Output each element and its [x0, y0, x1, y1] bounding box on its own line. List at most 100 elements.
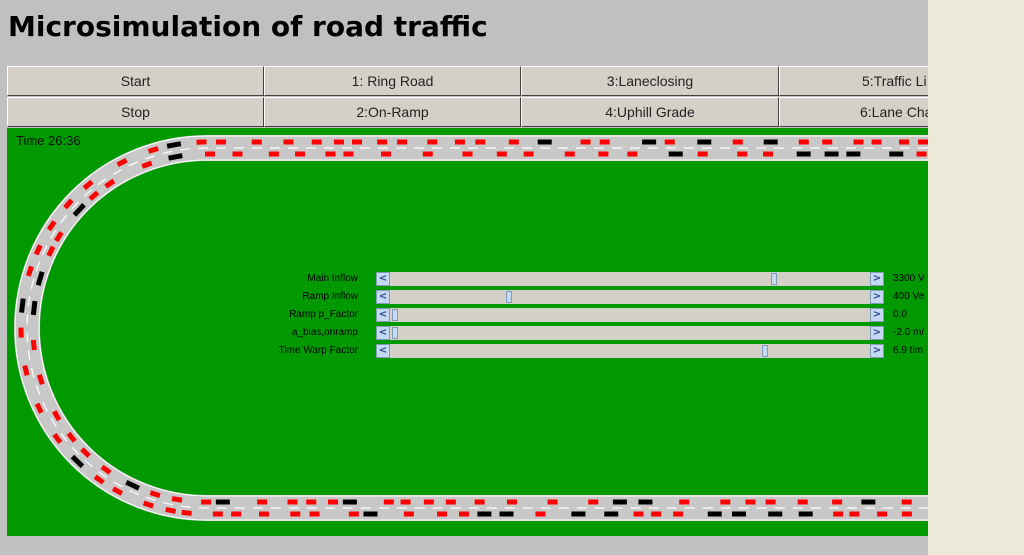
- main-inflow-label: Main Inflow: [307, 273, 358, 284]
- truck: [215, 499, 230, 505]
- chevron-right-icon[interactable]: >: [870, 344, 884, 358]
- car: [798, 139, 809, 145]
- slider-thumb[interactable]: [771, 273, 778, 285]
- car: [580, 139, 591, 145]
- chevron-right-icon[interactable]: >: [870, 290, 884, 304]
- car: [18, 327, 24, 338]
- chevron-right-icon[interactable]: >: [870, 326, 884, 340]
- car: [535, 511, 546, 517]
- laneclosing-button[interactable]: 3:Laneclosing: [521, 66, 779, 96]
- slider-thumb[interactable]: [505, 291, 512, 303]
- car: [462, 151, 473, 157]
- chevron-right-icon[interactable]: >: [870, 272, 884, 286]
- car: [833, 511, 844, 517]
- road-edge-outer: [14, 135, 928, 521]
- car: [459, 511, 470, 517]
- car: [165, 506, 177, 514]
- car: [475, 139, 486, 145]
- car: [679, 499, 690, 505]
- start-button[interactable]: Start: [7, 66, 264, 96]
- main-inflow-value: 3300 V: [893, 273, 925, 284]
- ramp-p-factor-slider[interactable]: < >: [376, 308, 884, 322]
- car: [212, 511, 223, 517]
- car: [216, 139, 227, 145]
- on-ramp-button[interactable]: 2:On-Ramp: [264, 97, 521, 127]
- lane-change-button[interactable]: 6:Lane Cha: [779, 97, 928, 127]
- ramp-inflow-slider[interactable]: < >: [376, 290, 884, 304]
- chevron-left-icon[interactable]: <: [376, 290, 390, 304]
- car: [325, 151, 336, 157]
- car: [496, 151, 507, 157]
- truck: [638, 499, 653, 505]
- main-inflow-slider[interactable]: < >: [376, 272, 884, 286]
- vehicles-layer: [18, 139, 928, 517]
- car: [763, 151, 774, 157]
- car: [82, 179, 94, 191]
- car: [445, 499, 456, 505]
- truck: [768, 511, 783, 517]
- car: [598, 151, 609, 157]
- a-bias-onramp-label: a_bias,onramp: [291, 327, 358, 338]
- ramp-inflow-label: Ramp Inflow: [302, 291, 358, 302]
- car: [30, 339, 37, 351]
- slider-thumb[interactable]: [761, 345, 768, 357]
- car: [88, 190, 100, 201]
- car: [196, 139, 207, 145]
- car: [311, 139, 322, 145]
- truck: [125, 480, 140, 491]
- truck: [642, 139, 657, 145]
- truck: [363, 511, 378, 517]
- ring-road-button[interactable]: 1: Ring Road: [264, 66, 521, 96]
- chevron-left-icon[interactable]: <: [376, 326, 390, 340]
- time-warp-factor-slider[interactable]: < >: [376, 344, 884, 358]
- car: [66, 431, 77, 443]
- chevron-left-icon[interactable]: <: [376, 344, 390, 358]
- ramp-p-factor-label: Ramp p_Factor: [289, 309, 358, 320]
- car: [381, 151, 392, 157]
- slider-thumb[interactable]: [392, 309, 398, 321]
- car: [720, 499, 731, 505]
- car: [853, 139, 864, 145]
- car: [822, 139, 833, 145]
- truck: [798, 511, 813, 517]
- truck: [571, 511, 586, 517]
- lane-marking: [26, 147, 928, 509]
- car: [351, 139, 362, 145]
- chevron-left-icon[interactable]: <: [376, 272, 390, 286]
- car: [651, 511, 662, 517]
- car: [36, 373, 45, 386]
- car: [899, 139, 910, 145]
- stop-button[interactable]: Stop: [7, 97, 264, 127]
- car: [916, 151, 927, 157]
- a-bias-onramp-slider[interactable]: < >: [376, 326, 884, 340]
- car: [832, 499, 843, 505]
- car: [523, 151, 534, 157]
- car: [673, 511, 684, 517]
- car: [633, 511, 644, 517]
- car: [33, 244, 43, 256]
- car: [287, 499, 298, 505]
- car: [506, 499, 517, 505]
- car: [403, 511, 414, 517]
- car: [732, 139, 743, 145]
- car: [397, 139, 408, 145]
- traffic-lights-button[interactable]: 5:Traffic Li: [779, 66, 928, 96]
- truck: [796, 151, 811, 157]
- car: [104, 178, 116, 189]
- ring-road: [14, 135, 928, 521]
- slider-thumb[interactable]: [392, 327, 398, 339]
- truck: [824, 151, 839, 157]
- car: [181, 509, 192, 516]
- truck: [763, 139, 778, 145]
- truck: [35, 271, 45, 286]
- car: [547, 499, 558, 505]
- time-warp-factor-label: Time Warp Factor: [278, 345, 358, 356]
- ramp-inflow-value: 400 Ve: [893, 291, 925, 302]
- uphill-grade-button[interactable]: 4:Uphill Grade: [521, 97, 779, 127]
- car: [588, 499, 599, 505]
- chevron-right-icon[interactable]: >: [870, 308, 884, 322]
- chevron-left-icon[interactable]: <: [376, 308, 390, 322]
- truck: [612, 499, 627, 505]
- truck: [72, 203, 86, 217]
- car: [599, 139, 610, 145]
